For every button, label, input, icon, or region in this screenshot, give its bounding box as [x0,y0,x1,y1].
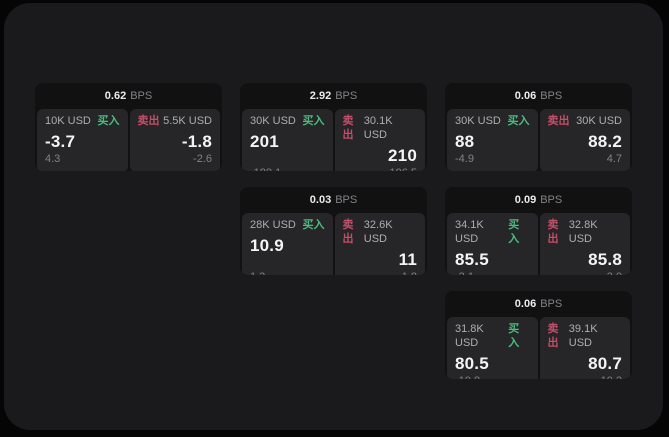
sell-panel[interactable]: 卖出 32.8K USD 85.8 3.0 [539,213,630,275]
buy-amount: 28K USD [250,219,296,231]
bps-value: 0.09 [514,194,537,206]
buy-label: 买入 [302,115,325,127]
quote-card: 2.92 BPS 30K USD 买入 201 -188.1 卖出 [240,83,427,171]
sell-amount: 39.1K USD [568,323,598,349]
sell-panel[interactable]: 卖出 30.1K USD 210 196.5 [334,109,425,171]
card-header: 0.62 BPS [35,83,222,109]
sell-label: 卖出 [342,115,354,141]
bps-value: 0.06 [514,298,537,310]
sell-sub-value: 196.5 [343,167,417,171]
quote-card: 0.06 BPS 31.8K USD 买入 80.5 -10.8 卖 [445,291,632,379]
sell-price: 80.7 [588,354,622,373]
buy-sub-value: -4.9 [455,153,474,165]
card-header: 0.03 BPS [240,187,427,213]
main-panel: 0.62 BPS 10K USD 买入 -3.7 4.3 卖出 [4,3,663,430]
card-header: 2.92 BPS [240,83,427,109]
card-header: 0.06 BPS [445,83,632,109]
sell-sub-value: 3.0 [548,271,622,275]
sell-sub-value: 4.7 [606,153,622,165]
card-body: 28K USD 买入 10.9 1.3 卖出 32.6K USD 11 -1.8 [240,213,427,275]
sell-amount: 30.1K USD [363,115,393,141]
buy-amount: 34.1K USD [455,219,484,245]
sell-price: -1.8 [181,132,212,151]
sell-sub-value: -1.8 [343,271,417,275]
sell-label: 卖出 [342,219,354,245]
buy-price: -3.7 [45,132,76,151]
card-body: 10K USD 买入 -3.7 4.3 卖出 5.5K USD -1.8 -2.… [35,109,222,171]
buy-amount: 30K USD [250,115,296,127]
sell-label: 卖出 [137,115,160,127]
card-body: 30K USD 买入 88 -4.9 卖出 30K USD 88.2 4.7 [445,109,632,171]
card-body: 34.1K USD 买入 85.5 -3.1 卖出 32.8K USD 85.8… [445,213,632,275]
buy-sub-value: -188.1 [250,167,325,171]
bps-unit: BPS [130,90,153,102]
buy-price: 10.9 [250,236,284,255]
bps-value: 2.92 [309,90,332,102]
sell-label: 卖出 [547,323,559,349]
buy-price: 80.5 [455,354,489,373]
bps-value: 0.62 [104,90,127,102]
buy-panel[interactable]: 10K USD 买入 -3.7 4.3 [37,109,128,171]
sell-label: 卖出 [547,219,559,245]
buy-price: 85.5 [455,250,489,269]
buy-label: 买入 [508,219,520,245]
buy-label: 买入 [97,115,120,127]
buy-panel[interactable]: 30K USD 买入 88 -4.9 [447,109,538,171]
buy-panel[interactable]: 28K USD 买入 10.9 1.3 [242,213,333,275]
buy-amount: 30K USD [455,115,501,127]
sell-panel[interactable]: 卖出 30K USD 88.2 4.7 [539,109,630,171]
sell-price: 11 [398,250,417,269]
buy-amount: 31.8K USD [455,323,484,349]
buy-panel[interactable]: 34.1K USD 买入 85.5 -3.1 [447,213,538,275]
sell-sub-value: 10.2 [548,375,622,379]
card-body: 31.8K USD 买入 80.5 -10.8 卖出 39.1K USD 80.… [445,317,632,379]
sell-amount: 32.6K USD [363,219,393,245]
sell-amount: 30K USD [576,115,622,127]
buy-sub-value: 1.3 [250,271,325,275]
quote-card: 0.09 BPS 34.1K USD 买入 85.5 -3.1 卖出 [445,187,632,275]
quote-card: 0.62 BPS 10K USD 买入 -3.7 4.3 卖出 [35,83,222,171]
sell-price: 85.8 [588,250,622,269]
quote-card-grid: 0.62 BPS 10K USD 买入 -3.7 4.3 卖出 [35,83,632,379]
buy-price: 88 [455,132,475,151]
sell-price: 88.2 [588,132,622,151]
bps-unit: BPS [540,90,563,102]
sell-price: 210 [388,146,417,165]
bps-value: 0.03 [309,194,332,206]
sell-label: 卖出 [547,115,570,127]
quote-card: 0.03 BPS 28K USD 买入 10.9 1.3 卖出 [240,187,427,275]
sell-amount: 32.8K USD [568,219,598,245]
bps-unit: BPS [540,298,563,310]
card-body: 30K USD 买入 201 -188.1 卖出 30.1K USD 210 1… [240,109,427,171]
buy-panel[interactable]: 30K USD 买入 201 -188.1 [242,109,333,171]
buy-amount: 10K USD [45,115,91,127]
card-header: 0.09 BPS [445,187,632,213]
sell-panel[interactable]: 卖出 32.6K USD 11 -1.8 [334,213,425,275]
buy-panel[interactable]: 31.8K USD 买入 80.5 -10.8 [447,317,538,379]
buy-sub-value: 4.3 [45,153,61,165]
sell-panel[interactable]: 卖出 5.5K USD -1.8 -2.6 [129,109,220,171]
bps-unit: BPS [335,194,358,206]
bps-unit: BPS [335,90,358,102]
bps-unit: BPS [540,194,563,206]
sell-sub-value: -2.6 [193,153,212,165]
buy-label: 买入 [508,323,520,349]
quote-card: 0.06 BPS 30K USD 买入 88 -4.9 卖出 [445,83,632,171]
buy-label: 买入 [507,115,530,127]
buy-sub-value: -3.1 [455,271,530,275]
sell-panel[interactable]: 卖出 39.1K USD 80.7 10.2 [539,317,630,379]
buy-label: 买入 [302,219,325,231]
sell-amount: 5.5K USD [163,115,212,127]
card-header: 0.06 BPS [445,291,632,317]
buy-price: 201 [250,132,279,151]
bps-value: 0.06 [514,90,537,102]
buy-sub-value: -10.8 [455,375,530,379]
